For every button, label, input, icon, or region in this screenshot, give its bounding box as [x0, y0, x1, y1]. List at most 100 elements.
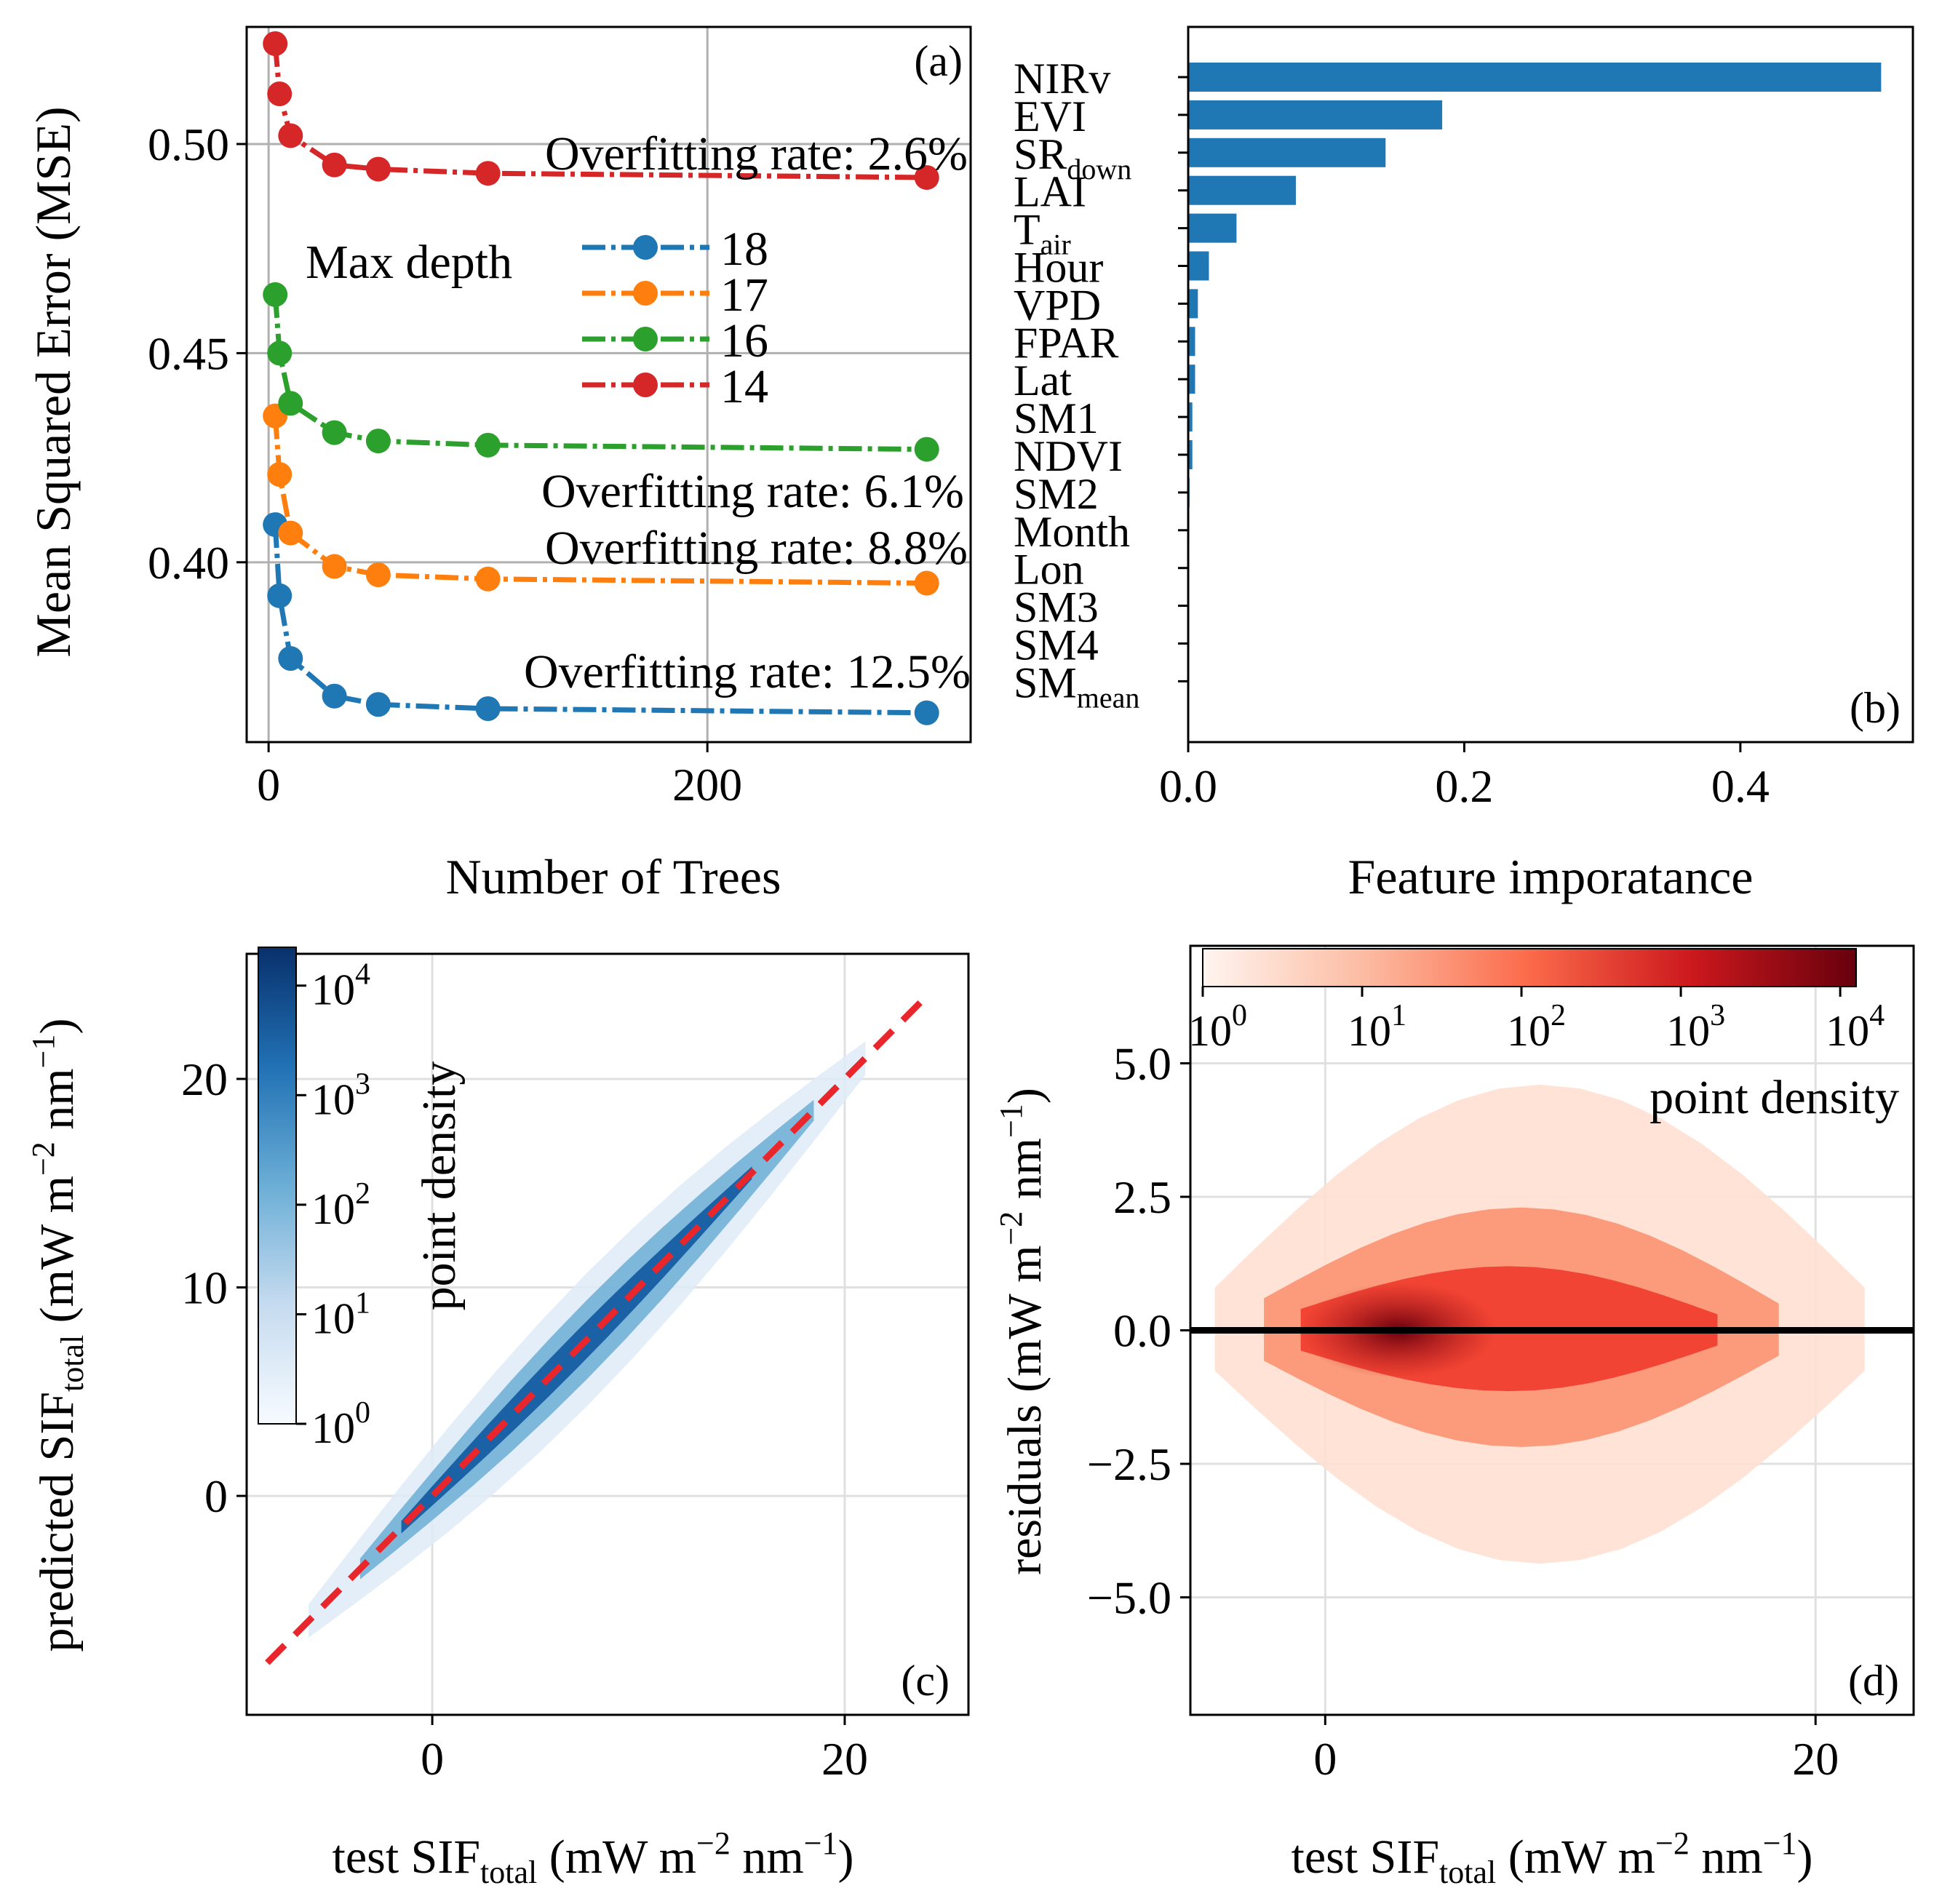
panel-a-annotation-14: Overfitting rate: 2.6%	[545, 127, 968, 180]
d-ylabel-sup2: −1	[993, 1104, 1029, 1138]
panel-a-point-14	[914, 164, 939, 190]
panel-d-colorbar-tick-label: 100	[1188, 999, 1247, 1055]
panel-b-category-main: SM3	[1014, 583, 1099, 632]
panel-d-frame	[1189, 944, 1915, 1716]
panel-a-point-18	[322, 683, 347, 709]
panel-b-category-main: NDVI	[1014, 432, 1123, 480]
panel-d-colorbar-tick-label: 103	[1666, 999, 1725, 1055]
panel-a-point-14	[365, 156, 391, 182]
panel-b-category-main: SM	[1014, 658, 1077, 706]
legend-marker-17	[633, 281, 658, 306]
legend-entry-16: 16	[720, 314, 768, 367]
d-xlabel-mid: nm	[1690, 1831, 1763, 1884]
panel-c-frame	[245, 952, 970, 1716]
panel-a-point-16	[914, 437, 939, 462]
panel-a-x-axis-label: Number of Trees	[446, 849, 781, 904]
panel-b-category-sub: air	[1040, 228, 1071, 261]
panel-b-category-main: Month	[1014, 508, 1130, 556]
panel-a-xtick-label: 0	[257, 759, 280, 810]
d-ylabel-mid: nm	[998, 1138, 1051, 1211]
legend-entry-18: 18	[720, 223, 768, 276]
panel-a-point-14	[267, 81, 293, 106]
panel-b-category-main: NIRv	[1014, 55, 1110, 103]
panel-d-hexbin-cloud	[1190, 1084, 1914, 1564]
panel-c-ytick-label: 0	[204, 1470, 228, 1522]
panel-c-colorbar-label: point density	[413, 1061, 466, 1311]
panel-a-point-18	[278, 646, 303, 672]
panel-d-cbar-exp: 2	[1551, 999, 1566, 1032]
panel-b-bar-t-air	[1188, 213, 1237, 243]
panel-d-xtick-label: 0	[1313, 1733, 1337, 1785]
c-ylabel-end: )	[31, 1019, 84, 1035]
panel-a-annotation-18: Overfitting rate: 12.5%	[524, 645, 971, 698]
panel-b-bar-sm1	[1188, 402, 1193, 432]
panel-d-colorbar: 100 101 102 103 104 point density	[1188, 948, 1899, 1124]
panel-b-feature-importance: NIRvEVISRdownLAITairHourVPDFPARLatSM1NDV…	[1014, 25, 1914, 904]
panel-b-category-label: NDVI	[1014, 432, 1123, 480]
panel-b-bar-evi	[1188, 100, 1443, 130]
panel-a-annotation-16: Overfitting rate: 6.1%	[541, 465, 964, 518]
panel-c-xtick-label: 20	[821, 1733, 868, 1785]
panel-a-point-16	[475, 432, 501, 458]
panel-b-category-label: Hour	[1014, 244, 1103, 292]
d-ylabel-end: )	[998, 1088, 1051, 1104]
panel-a-point-18	[267, 583, 293, 608]
panel-d-cbar-exp: 1	[1391, 999, 1406, 1032]
panel-b-category-label: Lat	[1014, 356, 1072, 405]
panel-b-xtick-label: 0.0	[1159, 760, 1217, 812]
c-xlabel-end: )	[838, 1831, 854, 1884]
panel-b-category-label: FPAR	[1014, 319, 1119, 367]
panel-c-colorbar-tick-label: 100	[311, 1396, 370, 1452]
panel-a-label: (a)	[914, 37, 963, 85]
d-xlabel-pre: test SIF	[1292, 1831, 1440, 1884]
legend-entry-17: 17	[720, 268, 768, 322]
c-xlabel-pre: test SIF	[333, 1831, 481, 1884]
panel-b-category-label: SM2	[1014, 470, 1099, 518]
panel-b-category-main: SM4	[1014, 621, 1099, 669]
panel-b-category-main: Lon	[1014, 546, 1084, 594]
panel-b-category-label: LAI	[1014, 168, 1086, 216]
panel-b-bar-fpar	[1188, 327, 1195, 356]
panel-b-category-label: SRdown	[1014, 130, 1131, 186]
c-ylabel-pre: predicted SIF	[31, 1392, 84, 1652]
legend-title: Max depth	[306, 236, 512, 289]
panel-c-hexbin-cloud	[265, 993, 930, 1665]
d-xlabel-post: (mW m	[1496, 1831, 1655, 1884]
panel-a-point-16	[267, 340, 293, 366]
panel-a-point-14	[322, 152, 347, 178]
panel-b-category-main: SM2	[1014, 470, 1099, 518]
panel-d-cbar-base: 10	[1666, 1007, 1710, 1055]
panel-b-xtick-label: 0.2	[1435, 760, 1493, 812]
panel-a-y-axis-label: Mean Squared Error (MSE)	[25, 106, 81, 657]
panel-b-frame	[1187, 25, 1914, 744]
panel-d-colorbar-gradient	[1202, 948, 1857, 987]
c-xlabel-mid: nm	[731, 1831, 804, 1884]
panel-a-point-14	[263, 31, 288, 56]
panel-c-cbar-exp: 1	[355, 1286, 370, 1320]
panel-b-category-main: SR	[1014, 130, 1067, 178]
panel-b-category-label: Month	[1014, 508, 1130, 556]
panel-b-category-main: EVI	[1014, 92, 1086, 140]
panel-a-point-17	[914, 570, 939, 596]
panel-a-xtick-label: 200	[672, 759, 742, 810]
panel-d-residuals: 0 20−5.0−2.50.02.55.0 100 101 102 103 104 poi…	[993, 944, 1915, 1890]
panel-b-bar-lat	[1188, 365, 1195, 394]
panel-c-cbar-exp: 2	[355, 1177, 370, 1211]
panel-c-cbar-base: 10	[311, 1185, 355, 1233]
panel-c-cbar-exp: 3	[355, 1067, 370, 1101]
panel-c-cbar-exp: 0	[355, 1396, 370, 1430]
panel-c-xtick-label: 0	[421, 1733, 444, 1785]
panel-b-category-label: SM1	[1014, 394, 1099, 442]
panel-c-y-axis-label: predicted SIFtotal (mW m−2 nm−1)	[25, 1019, 90, 1652]
panel-c-colorbar-tick-label: 103	[311, 1067, 370, 1123]
panel-a-point-14	[475, 161, 501, 186]
panel-d-cbar-base: 10	[1507, 1007, 1551, 1055]
panel-b-category-label: Tair	[1014, 206, 1071, 261]
panel-a-point-17	[365, 562, 391, 588]
panel-d-colorbar-label: point density	[1649, 1071, 1899, 1124]
panel-d-y-axis-label: residuals (mW m−2 nm−1)	[993, 1088, 1051, 1575]
panel-a-series	[263, 31, 939, 725]
